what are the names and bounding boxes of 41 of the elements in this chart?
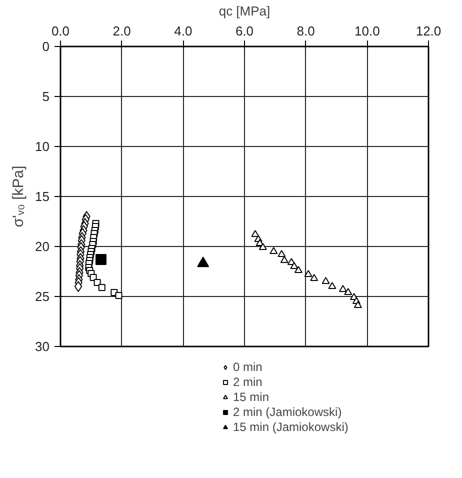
point: [115, 292, 122, 299]
point: [280, 256, 288, 264]
point: [304, 270, 312, 278]
point: [98, 284, 106, 291]
point: [294, 266, 302, 274]
x-tick-label: 8.0: [296, 24, 315, 38]
point: [328, 282, 336, 290]
x-tick-label: 4.0: [174, 24, 192, 38]
point: [354, 300, 362, 308]
legend-label: 15 min (Jamiokowski): [233, 420, 348, 434]
point: [197, 256, 210, 268]
y-tick-label: 10: [35, 139, 50, 154]
point: [290, 262, 298, 270]
point: [338, 284, 347, 292]
y-tick-label: 15: [35, 189, 50, 204]
x-tick-label: 0.0: [51, 24, 70, 38]
point: [322, 276, 330, 284]
x-tick-label: 6.0: [235, 24, 254, 38]
x-tick-label: 10.0: [354, 24, 380, 38]
y-axis-title: σ'ᵥ₀ [kPa]: [10, 166, 28, 228]
legend-label: 2 min: [233, 375, 262, 389]
point: [270, 246, 278, 254]
point: [94, 279, 101, 286]
point: [258, 242, 267, 250]
legend-label: 2 min (Jamiokowski): [233, 405, 342, 419]
point: [344, 288, 352, 296]
legend-label: 15 min: [233, 390, 270, 404]
x-axis-title: qc [MPa]: [218, 4, 270, 18]
y-tick-label: 20: [35, 239, 50, 254]
y-tick-label: 5: [42, 89, 50, 104]
x-tick-label: 2.0: [112, 24, 131, 38]
y-tick-label: 0: [42, 39, 50, 54]
point: [310, 274, 318, 282]
x-tick-label: 12.0: [416, 24, 442, 38]
point: [74, 281, 82, 292]
y-tick-label: 30: [35, 339, 50, 354]
point: [251, 230, 260, 238]
point: [278, 250, 286, 258]
point: [95, 254, 106, 265]
legend-label: 0 min: [233, 360, 262, 374]
y-tick-label: 25: [35, 289, 50, 304]
